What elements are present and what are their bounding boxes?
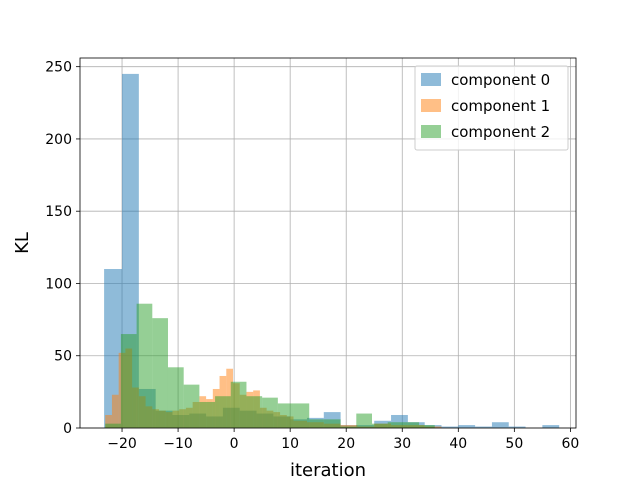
- x-tick-label: 10: [281, 436, 299, 452]
- histogram-bar: [340, 426, 357, 428]
- plot-frame: [79, 57, 577, 429]
- histogram-bar: [215, 396, 231, 428]
- legend-label: component 1: [451, 97, 550, 115]
- y-axis-label: KL: [12, 232, 33, 254]
- y-tick-label: 250: [45, 60, 72, 76]
- histogram-bar: [199, 401, 216, 428]
- y-tick-label: 0: [63, 421, 72, 437]
- legend-swatch: [421, 73, 441, 86]
- histogram-bar: [105, 423, 121, 428]
- histogram-bar: [293, 403, 310, 428]
- series-2-bars: [105, 303, 435, 428]
- histogram-bar: [441, 426, 459, 428]
- histogram-bar: [419, 425, 435, 428]
- y-tick-label: 100: [45, 276, 72, 292]
- histogram-bar: [136, 303, 153, 428]
- histogram-bar: [542, 425, 560, 428]
- x-tick-label: 50: [505, 436, 523, 452]
- histogram-bar: [183, 384, 200, 428]
- x-tick-label: −20: [107, 436, 137, 452]
- x-tick-label: −10: [163, 436, 193, 452]
- histogram-bar: [387, 422, 404, 428]
- histogram-bar: [120, 334, 137, 428]
- histogram-bar: [230, 381, 247, 428]
- legend-swatch: [421, 99, 441, 112]
- histogram-bar: [246, 396, 263, 428]
- histogram-bar: [309, 419, 325, 428]
- legend: component 0 component 1 component 2: [414, 65, 569, 151]
- histogram-bar: [152, 318, 168, 428]
- x-axis: −20 −10 0 10 20 30 40 50 60: [107, 428, 579, 452]
- y-tick-label: 150: [45, 204, 72, 220]
- histogram-bar: [111, 394, 119, 428]
- histogram-bar: [167, 367, 184, 428]
- histogram-bar: [508, 426, 526, 428]
- y-axis: 0 50 100 150 200 250: [45, 60, 80, 437]
- legend-label: component 0: [451, 71, 550, 89]
- y-tick-label: 50: [54, 349, 72, 365]
- histogram-bar: [104, 269, 123, 428]
- legend-swatch: [421, 125, 441, 138]
- histogram-bar: [277, 403, 294, 428]
- histogram-bar: [356, 413, 372, 428]
- histogram-bar: [105, 414, 112, 428]
- x-tick-label: 20: [337, 436, 355, 452]
- histogram-bar: [403, 422, 420, 428]
- histogram-bar: [371, 423, 388, 428]
- y-tick-label: 200: [45, 132, 72, 148]
- x-tick-label: 60: [561, 436, 579, 452]
- histogram-bar: [262, 397, 278, 428]
- histogram-bar: [458, 425, 476, 428]
- histogram-bar: [324, 419, 341, 428]
- histogram-bars: [104, 73, 560, 428]
- x-axis-label: iteration: [290, 460, 366, 480]
- histogram-bar: [491, 422, 509, 428]
- x-tick-label: 30: [393, 436, 411, 452]
- x-tick-label: 0: [230, 436, 239, 452]
- legend-frame: [414, 65, 569, 151]
- legend-label: component 2: [451, 123, 550, 141]
- x-tick-label: 40: [449, 436, 467, 452]
- histogram-bar: [475, 426, 492, 428]
